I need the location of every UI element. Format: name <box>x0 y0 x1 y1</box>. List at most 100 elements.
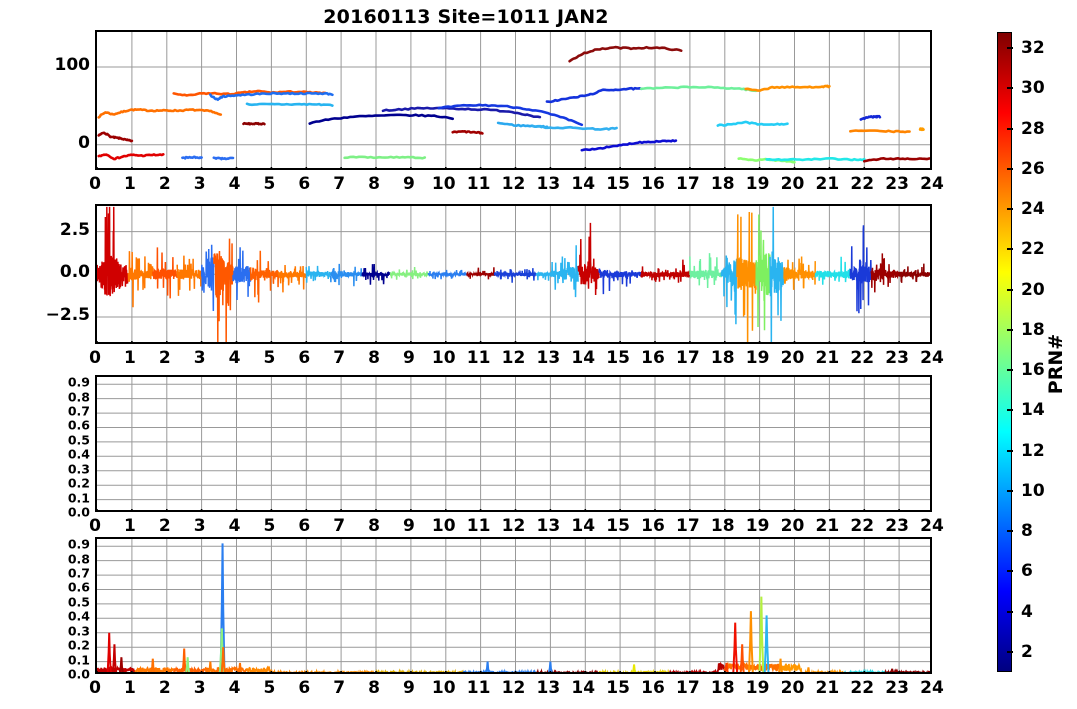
colorbar-tick-label: 30 <box>1021 78 1045 99</box>
x-tick-label: 4 <box>228 678 241 698</box>
y-tick-label: 0.5 <box>67 594 90 610</box>
y-tick-label: 0.1 <box>67 652 90 668</box>
y-tick-label: −2.5 <box>45 304 90 325</box>
sigma-peak <box>181 648 187 672</box>
rot-trace <box>152 247 178 299</box>
rot-trace <box>329 263 363 287</box>
rot-trace <box>783 256 816 290</box>
sigma-peak <box>237 662 243 672</box>
x-tick-label: 9 <box>402 678 415 698</box>
x-tick-label: 3 <box>193 174 206 194</box>
sigma-trace <box>246 665 306 672</box>
plot-panel-sigma <box>95 537 932 674</box>
tec-trace <box>437 103 584 127</box>
y-tick-label: 0.0 <box>59 262 90 283</box>
colorbar-tick-label: 22 <box>1021 239 1045 260</box>
tec-trace <box>863 157 930 163</box>
colorbar-tick-mark <box>1007 87 1013 90</box>
y-tick-label: 0.9 <box>67 536 90 552</box>
x-tick-label: 15 <box>606 348 630 368</box>
tec-trace <box>580 139 678 152</box>
x-tick-label: 15 <box>606 516 630 536</box>
sigma-peak <box>207 661 213 672</box>
x-tick-label: 1 <box>123 174 136 194</box>
y-tick-label: 0.8 <box>67 551 90 567</box>
x-tick-label: 10 <box>431 174 456 194</box>
rot-trace <box>577 222 600 296</box>
y-tick-label: 0.7 <box>67 565 90 581</box>
x-tick-label: 0 <box>89 348 101 368</box>
colorbar-tick-mark <box>1007 449 1013 452</box>
x-tick-label: 18 <box>710 348 735 368</box>
tec-trace <box>97 131 134 143</box>
x-tick-label: 5 <box>263 174 276 194</box>
colorbar-tick-mark <box>1007 570 1013 573</box>
y-tick-label: 0.6 <box>67 417 90 433</box>
x-tick-label: 16 <box>641 516 665 536</box>
rot-trace <box>898 263 930 283</box>
sigma-trace <box>598 668 670 672</box>
sigma-peak <box>111 644 117 672</box>
x-tick-label: 14 <box>571 348 596 368</box>
tec-trace <box>209 91 334 101</box>
sigma-trace <box>536 668 599 672</box>
data-traces <box>97 543 930 672</box>
sigma-peak <box>220 647 226 672</box>
tec-trace <box>381 106 542 119</box>
colorbar-tick-mark <box>1007 530 1013 533</box>
colorbar-tick-label: 20 <box>1021 279 1045 300</box>
x-tick-label: 18 <box>710 516 735 536</box>
x-tick-label: 18 <box>710 678 735 698</box>
colorbar-tick-mark <box>1007 369 1013 372</box>
tec-trace <box>716 120 789 127</box>
sigma-trace <box>375 668 464 672</box>
x-tick-label: 19 <box>745 348 770 368</box>
x-tick-label: 12 <box>501 678 526 698</box>
sigma-trace <box>779 662 844 672</box>
sigma-trace <box>669 661 726 672</box>
y-tick-label: 0.6 <box>67 579 90 595</box>
x-tick-label: 21 <box>815 678 840 698</box>
sigma-peak <box>118 657 124 672</box>
x-tick-label: 8 <box>368 678 380 698</box>
data-traces <box>97 45 930 164</box>
sigma-peak <box>806 667 811 672</box>
tec-trace <box>343 155 427 160</box>
y-tick-label: 0.4 <box>67 446 90 462</box>
rot-trace <box>493 268 537 283</box>
x-tick-label: 22 <box>850 678 875 698</box>
colorbar-label: PRN# <box>1045 333 1067 394</box>
colorbar-tick-mark <box>1007 489 1013 492</box>
y-tick-label: 0.4 <box>67 608 90 624</box>
x-tick-label: 1 <box>123 348 136 368</box>
y-tick-label: 0.7 <box>67 403 90 419</box>
colorbar-tick-mark <box>1007 650 1013 653</box>
x-tick-label: 3 <box>193 516 206 536</box>
sigma-peak <box>748 611 754 672</box>
y-tick-label: 2.5 <box>59 219 90 240</box>
x-tick-label: 10 <box>431 348 456 368</box>
sigma-peak <box>219 543 226 672</box>
x-tick-label: 17 <box>676 174 700 194</box>
x-tick-label: 14 <box>571 678 596 698</box>
colorbar-tick-label: 8 <box>1021 521 1033 542</box>
colorbar-tick-label: 18 <box>1021 319 1045 340</box>
x-tick-label: 7 <box>333 348 346 368</box>
x-tick-label: 23 <box>885 678 909 698</box>
colorbar-tick-label: 24 <box>1021 199 1045 220</box>
x-tick-label: 5 <box>263 516 276 536</box>
x-tick-label: 19 <box>745 516 770 536</box>
data-traces <box>97 206 930 342</box>
x-tick-label: 19 <box>745 174 770 194</box>
rot-trace <box>389 266 429 280</box>
x-tick-label: 7 <box>333 516 346 536</box>
tec-trace <box>451 130 484 135</box>
rot-trace <box>736 212 757 342</box>
x-tick-label: 6 <box>298 516 311 536</box>
x-tick-label: 10 <box>431 678 456 698</box>
colorbar-tick-label: 14 <box>1021 400 1045 421</box>
x-tick-label: 11 <box>466 348 491 368</box>
rot-trace <box>849 225 872 314</box>
sigma-trace <box>305 668 375 672</box>
tec-trace <box>181 155 203 160</box>
